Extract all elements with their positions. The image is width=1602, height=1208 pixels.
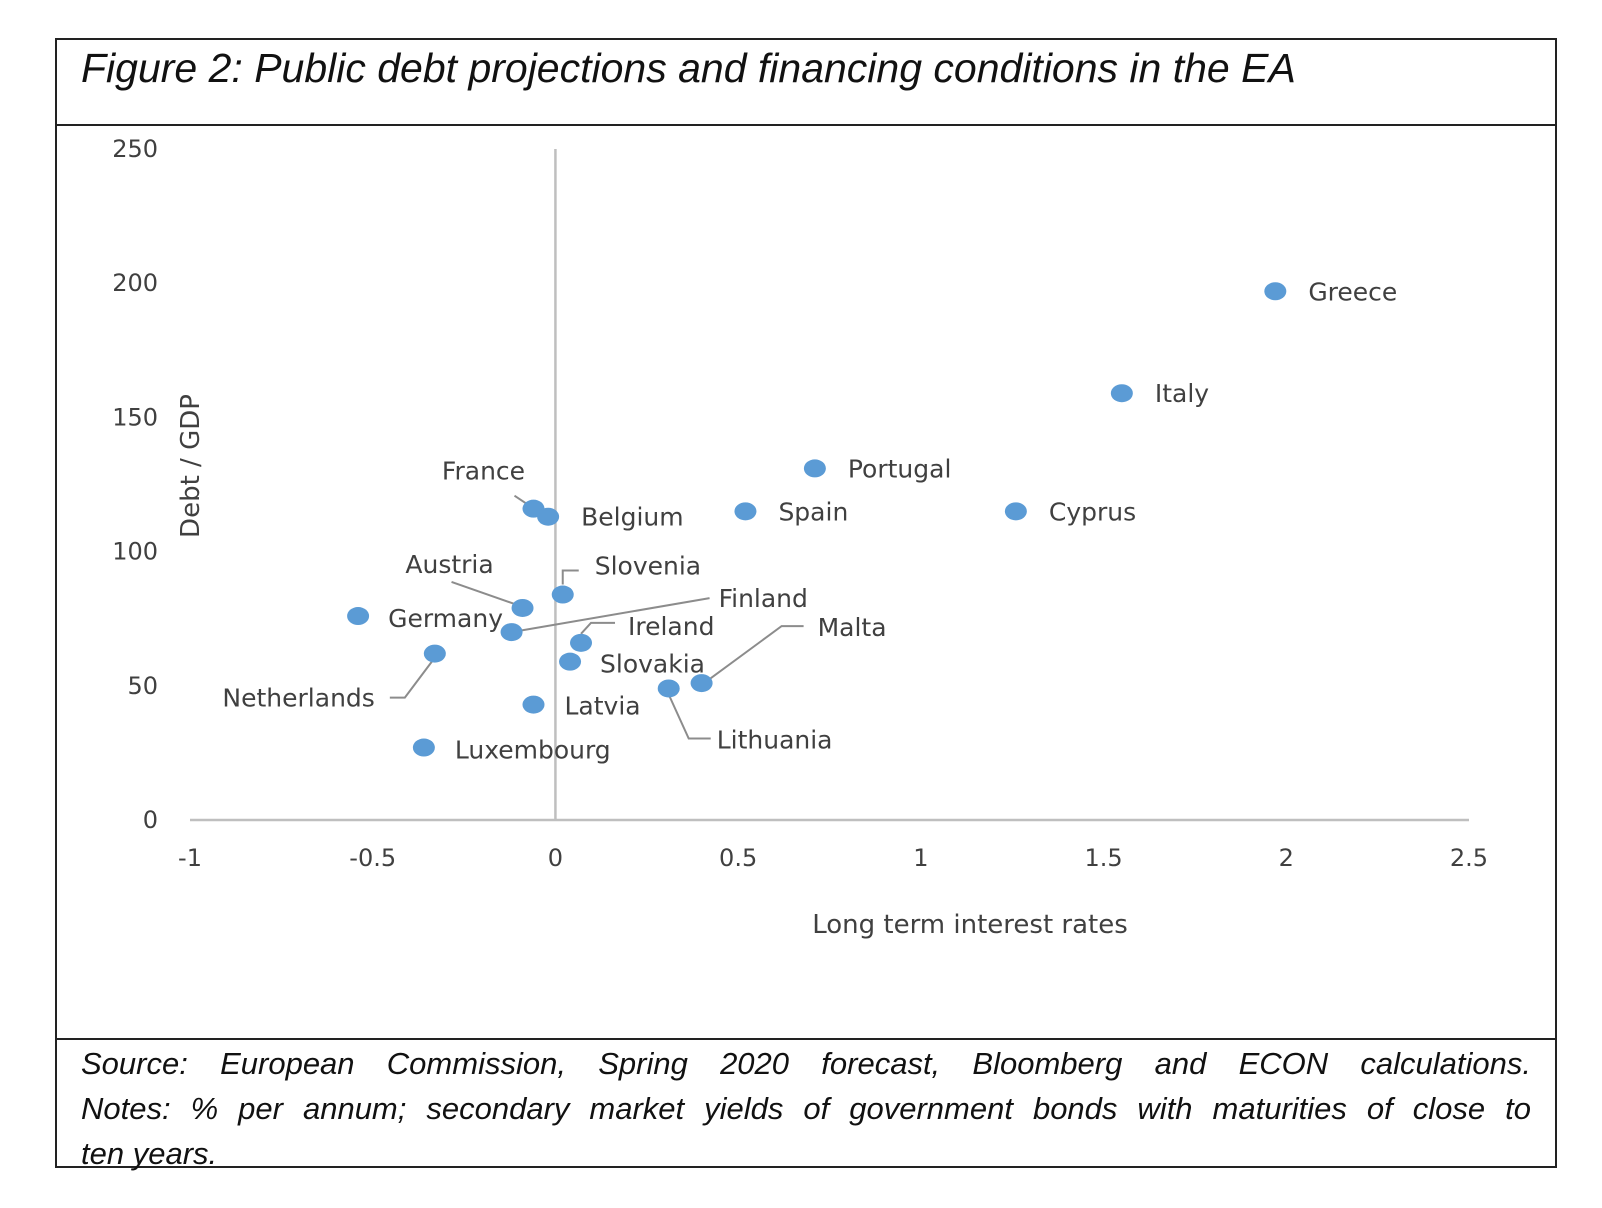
point-label-slovakia: Slovakia <box>600 650 705 679</box>
source-line: Source: European Commission, Spring 2020… <box>81 1046 1531 1081</box>
y-tick-label: 100 <box>112 538 158 566</box>
point-label-greece: Greece <box>1308 277 1397 306</box>
point-label-cyprus: Cyprus <box>1049 497 1136 526</box>
point-label-ireland: Ireland <box>628 612 714 641</box>
chart-svg: -1 -0.5 0 0.5 1 1.5 2 2.5 0 50 100 150 200 250 Greece… <box>112 135 1488 940</box>
point-label-germany: Germany <box>388 604 503 633</box>
leader-line-austria <box>451 581 515 605</box>
point-label-slovenia: Slovenia <box>595 552 701 581</box>
y-tick-label: 150 <box>112 403 158 431</box>
point-label-belgium: Belgium <box>581 503 684 532</box>
point-austria <box>511 598 534 617</box>
leader-lines <box>389 494 804 740</box>
leader-line-ireland <box>580 621 616 635</box>
point-italy <box>1110 384 1133 403</box>
point-label-lithuania: Lithuania <box>717 725 833 754</box>
point-malta <box>690 674 713 693</box>
point-label-luxembourg: Luxembourg <box>455 736 611 765</box>
point-labels: Greece Italy Portugal Cyprus Spain France Belg… <box>222 277 1397 764</box>
y-tick-label: 250 <box>112 135 158 163</box>
x-tick-label: 2.5 <box>1450 844 1488 872</box>
axes: -1 -0.5 0 0.5 1 1.5 2 2.5 0 50 100 150 200 250 <box>112 135 1488 872</box>
leader-line-malta <box>709 625 804 680</box>
x-tick-label: 1.5 <box>1084 844 1122 872</box>
figure-caption: Source: European Commission, Spring 2020… <box>57 1038 1555 1171</box>
y-tick-label: 50 <box>127 672 158 700</box>
point-slovenia <box>551 585 574 604</box>
x-tick-label: 0.5 <box>719 844 757 872</box>
leader-line-netherlands <box>389 660 433 699</box>
x-tick-label: -0.5 <box>349 844 396 872</box>
x-tick-label: 0 <box>548 844 563 872</box>
point-label-austria: Austria <box>405 550 493 579</box>
point-slovakia <box>559 652 582 671</box>
point-spain <box>734 502 757 521</box>
point-label-portugal: Portugal <box>848 454 952 483</box>
point-latvia <box>522 695 545 714</box>
x-tick-label: 2 <box>1279 844 1294 872</box>
point-ireland <box>570 633 593 652</box>
scatter-chart: -1 -0.5 0 0.5 1 1.5 2 2.5 0 50 100 150 200 250 Greece… <box>57 126 1555 1038</box>
point-greece <box>1264 282 1287 301</box>
x-tick-label: 1 <box>913 844 928 872</box>
y-tick-label: 0 <box>143 806 158 834</box>
point-label-france: France <box>442 457 525 486</box>
y-tick-label: 200 <box>112 269 158 297</box>
notes-line-continued: ten years. <box>81 1135 218 1171</box>
point-label-latvia: Latvia <box>565 692 641 721</box>
point-portugal <box>803 459 826 478</box>
point-luxembourg <box>412 738 435 757</box>
leader-line-slovenia <box>561 569 579 585</box>
figure-frame: Figure 2: Public debt projections and fi… <box>55 38 1557 1171</box>
point-label-netherlands: Netherlands <box>222 684 374 713</box>
point-germany <box>347 607 370 626</box>
x-tick-label: -1 <box>178 844 202 872</box>
point-label-italy: Italy <box>1155 379 1209 408</box>
point-finland <box>500 623 523 642</box>
leader-line-finland <box>511 597 710 634</box>
data-points <box>347 282 1287 757</box>
point-netherlands <box>423 644 446 663</box>
point-label-malta: Malta <box>818 613 887 642</box>
point-cyprus <box>1004 502 1027 521</box>
point-label-spain: Spain <box>778 497 848 526</box>
point-belgium <box>537 507 560 526</box>
notes-line: Notes: % per annum; secondary market yie… <box>81 1090 1531 1126</box>
x-axis-label: Long term interest rates <box>812 910 1128 940</box>
y-axis-label: Debt / GDP <box>176 394 206 538</box>
figure-title: Figure 2: Public debt projections and fi… <box>57 40 1555 126</box>
point-lithuania <box>657 679 680 698</box>
leader-line-lithuania <box>667 694 711 740</box>
point-label-finland: Finland <box>719 584 808 613</box>
